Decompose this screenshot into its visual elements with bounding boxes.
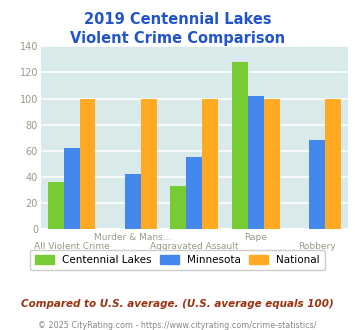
Bar	[170, 186, 186, 229]
Bar	[325, 99, 341, 229]
Text: 2019 Centennial Lakes: 2019 Centennial Lakes	[84, 12, 271, 26]
Text: © 2025 CityRating.com - https://www.cityrating.com/crime-statistics/: © 2025 CityRating.com - https://www.city…	[38, 321, 317, 330]
Text: Compared to U.S. average. (U.S. average equals 100): Compared to U.S. average. (U.S. average …	[21, 299, 334, 309]
Legend: Centennial Lakes, Minnesota, National: Centennial Lakes, Minnesota, National	[30, 250, 325, 270]
Text: All Violent Crime: All Violent Crime	[34, 242, 109, 250]
Bar	[309, 140, 325, 229]
Text: Robbery: Robbery	[299, 242, 336, 250]
Bar	[48, 182, 64, 229]
Bar	[202, 99, 218, 229]
Text: Rape: Rape	[244, 233, 267, 242]
Bar	[80, 99, 95, 229]
Bar	[248, 96, 264, 229]
Bar	[186, 157, 202, 229]
Text: Violent Crime Comparison: Violent Crime Comparison	[70, 31, 285, 46]
Text: Murder & Mans...: Murder & Mans...	[94, 233, 171, 242]
Bar	[125, 174, 141, 229]
Bar	[264, 99, 280, 229]
Text: Aggravated Assault: Aggravated Assault	[150, 242, 239, 250]
Bar	[232, 62, 248, 229]
Bar	[141, 99, 157, 229]
Bar	[64, 148, 80, 229]
